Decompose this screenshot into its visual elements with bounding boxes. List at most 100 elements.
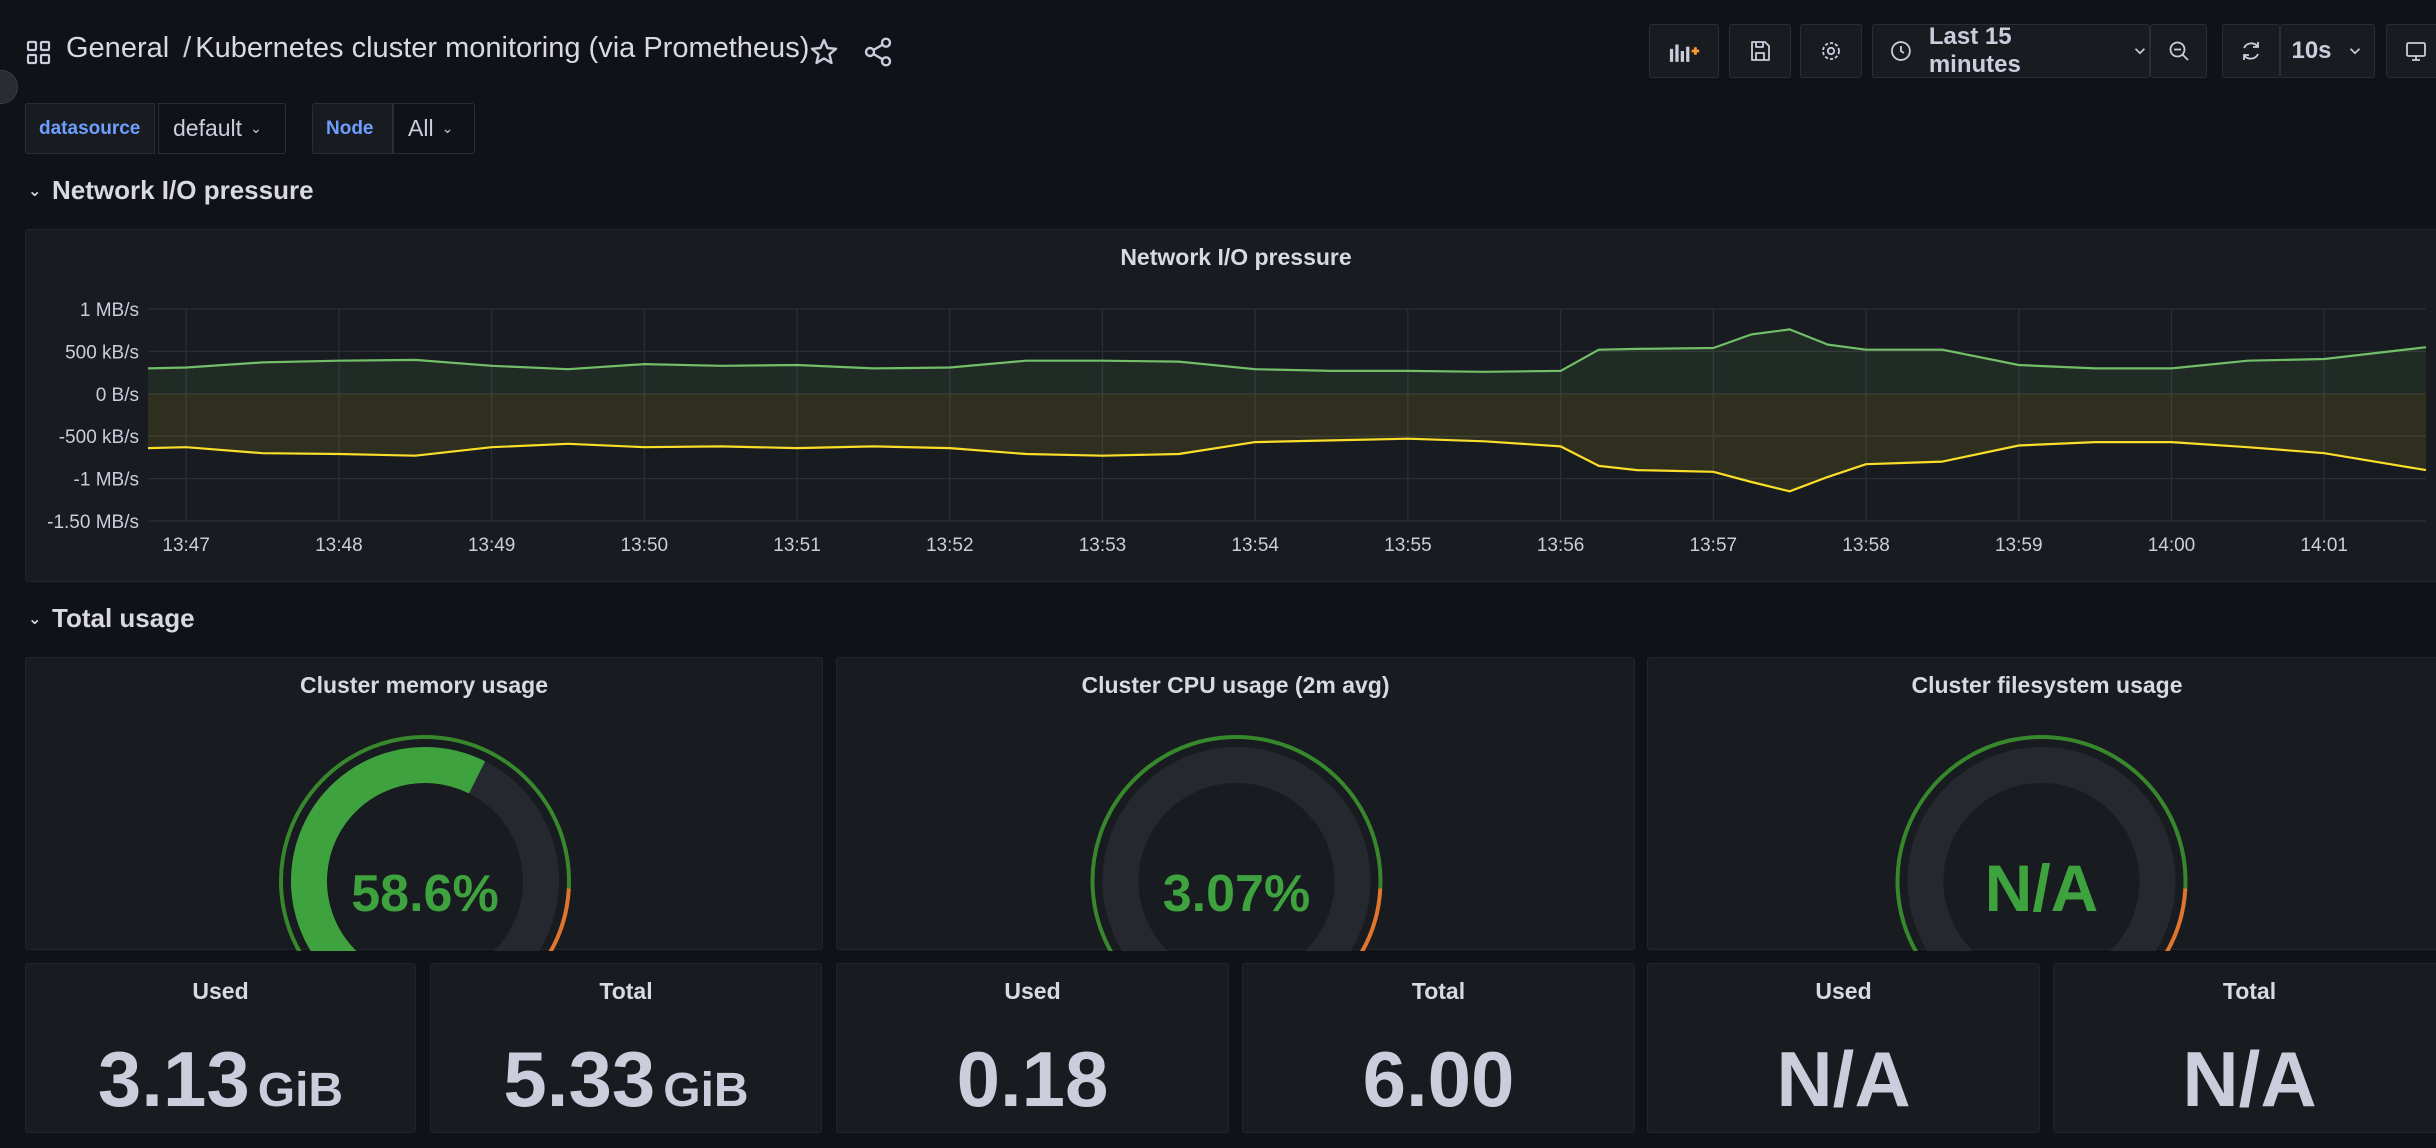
- panel-title[interactable]: Total: [599, 978, 653, 1004]
- save-button[interactable]: [1729, 24, 1791, 78]
- x-tick-label: 13:47: [162, 535, 210, 556]
- gauge-value: 58.6%: [351, 865, 498, 923]
- stat-value: N/A: [1776, 1035, 1911, 1123]
- gauge-track: [1907, 747, 2176, 951]
- settings-button[interactable]: [1800, 24, 1862, 78]
- panel-title[interactable]: Total: [1411, 978, 1466, 1004]
- panel-title[interactable]: Network I/O pressure: [1120, 244, 1352, 270]
- sidemenu-toggle-button[interactable]: [0, 70, 18, 104]
- row-title: Total usage: [52, 603, 195, 633]
- y-tick-label: -500 kB/s: [59, 427, 139, 448]
- tv-mode-button[interactable]: [2386, 24, 2436, 78]
- variable-select-node[interactable]: All ⌄: [393, 103, 475, 154]
- chevron-down-icon: ⌄: [28, 610, 42, 628]
- apps-icon[interactable]: [26, 40, 52, 66]
- gauge-threshold-orange: [1359, 888, 1383, 951]
- refresh-button[interactable]: [2222, 24, 2280, 78]
- breadcrumb-separator: /: [183, 32, 192, 64]
- x-tick-label: 13:57: [1690, 535, 1738, 556]
- panel-title[interactable]: Used: [1815, 978, 1872, 1004]
- memory-gauge: 58.6%: [279, 735, 571, 951]
- panel-title[interactable]: Cluster filesystem usage: [1911, 672, 2183, 698]
- x-tick-label: 13:53: [1079, 535, 1127, 556]
- chevron-down-icon: ⌄: [28, 182, 42, 200]
- x-tick-label: 13:54: [1231, 535, 1279, 556]
- zoom-out-icon: [2169, 41, 2189, 61]
- dashboard-title[interactable]: Kubernetes cluster monitoring (via Prome…: [195, 32, 810, 64]
- stat-value: N/A: [2182, 1035, 2317, 1123]
- series-line[interactable]: [147, 437, 2427, 493]
- chevron-down-icon: ⌄: [250, 120, 262, 136]
- variable-value-datasource: default: [173, 115, 243, 141]
- breadcrumb: General / Kubernetes cluster monitoring (v…: [66, 32, 809, 65]
- share-icon[interactable]: [862, 36, 894, 68]
- stat-value: 5.33 GiB: [503, 1035, 749, 1123]
- stat-panel-memory-total: Total 5.33 GiB: [430, 963, 822, 1133]
- save-icon: [1751, 41, 1770, 61]
- time-range-label: Last 15 minutes: [1928, 23, 2021, 78]
- add-panel-icon: [1669, 44, 1700, 62]
- stat-panel-filesystem-used: Used N/A: [1647, 963, 2040, 1133]
- network-io-chart[interactable]: 1 MB/s 500 kB/s 0 B/s -500 kB/s -1 MB/s -1.50…: [26, 230, 2436, 583]
- series-line[interactable]: [147, 328, 2427, 373]
- gauge-threshold-green: [1090, 735, 1383, 951]
- stat-panel-cpu-used: Used 0.18: [836, 963, 1229, 1133]
- stat-value: 0.18: [956, 1035, 1109, 1123]
- gauge-track: [1102, 747, 1371, 951]
- panel-title[interactable]: Cluster memory usage: [300, 672, 548, 698]
- chevron-down-icon: [2135, 48, 2146, 55]
- gauge-value: 3.07%: [1163, 865, 1310, 923]
- variable-select-datasource[interactable]: default ⌄: [158, 103, 286, 154]
- x-tick-label: 14:01: [2300, 535, 2348, 556]
- x-tick-label: 13:59: [1995, 535, 2043, 556]
- star-icon[interactable]: [808, 36, 840, 68]
- settings-icon: [1822, 42, 1840, 60]
- gauge-value: N/A: [1985, 851, 2099, 925]
- chevron-down-icon: ⌄: [441, 120, 454, 136]
- add-panel-button[interactable]: [1649, 24, 1719, 78]
- time-range-picker[interactable]: Last 15 minutes: [1872, 23, 2150, 78]
- panel-title[interactable]: Used: [1004, 978, 1061, 1004]
- x-tick-label: 13:51: [773, 535, 821, 556]
- x-tick-label: 13:50: [621, 535, 669, 556]
- series-area: [148, 329, 2426, 394]
- x-tick-label: 13:52: [926, 535, 974, 556]
- x-tick-label: 13:58: [1842, 535, 1890, 556]
- row-total-usage[interactable]: ⌄ Total usage: [28, 603, 195, 634]
- row-title: Network I/O pressure: [52, 175, 314, 205]
- variable-value-node: All: [408, 115, 434, 141]
- x-tick-label: 13:49: [468, 535, 516, 556]
- tv-icon: [2406, 42, 2426, 61]
- stat-value: 3.13 GiB: [97, 1035, 344, 1123]
- cpu-gauge: 3.07%: [1090, 735, 1383, 951]
- gauge-panel-cpu: Cluster CPU usage (2m avg) 3.07%: [836, 657, 1635, 951]
- x-tick-label: 14:00: [2148, 535, 2196, 556]
- gauge-threshold-orange: [548, 888, 571, 951]
- gauge-panel-memory: Cluster memory usage 58.6%: [25, 657, 823, 951]
- y-tick-label: 1 MB/s: [80, 300, 139, 321]
- breadcrumb-folder[interactable]: General: [66, 32, 170, 64]
- y-tick-label: 500 kB/s: [65, 342, 139, 363]
- stat-value: 6.00: [1362, 1035, 1515, 1123]
- panel-title[interactable]: Total: [2222, 978, 2277, 1004]
- stat-panel-memory-used: Used 3.13 GiB: [25, 963, 416, 1133]
- gauge-threshold-green: [279, 735, 571, 951]
- row-network-io[interactable]: ⌄ Network I/O pressure: [28, 175, 314, 206]
- panel-title[interactable]: Used: [192, 978, 249, 1004]
- gauge-threshold-orange: [2164, 888, 2188, 951]
- gauge-threshold-green: [1895, 735, 2188, 951]
- refresh-interval-picker[interactable]: 10s: [2280, 24, 2375, 78]
- network-io-panel: Network I/O pressure 1 MB/s 500 kB/s 0 B/s…: [25, 229, 2436, 582]
- x-tick-label: 13:55: [1384, 535, 1432, 556]
- stat-panel-filesystem-total: Total N/A: [2053, 963, 2436, 1133]
- variable-label-datasource: datasource: [25, 103, 155, 154]
- panel-title[interactable]: Cluster CPU usage (2m avg): [1081, 672, 1390, 698]
- y-tick-label: 0 B/s: [96, 385, 139, 406]
- refresh-icon: [2243, 42, 2259, 60]
- gauge-value-arc: [291, 747, 486, 951]
- stat-panel-cpu-total: Total 6.00: [1242, 963, 1635, 1133]
- clock-icon: [1891, 41, 1911, 61]
- zoom-out-button[interactable]: [2150, 24, 2207, 78]
- filesystem-gauge: N/A: [1895, 735, 2188, 951]
- x-tick-label: 13:56: [1537, 535, 1585, 556]
